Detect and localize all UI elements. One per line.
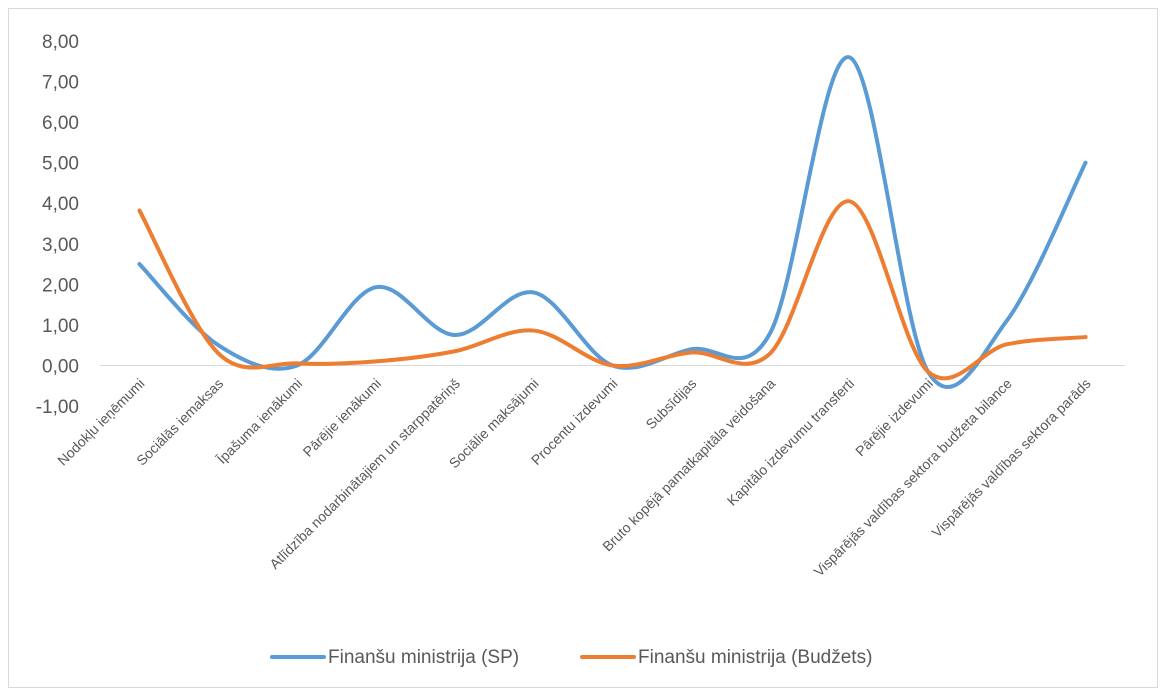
- x-tick-label: Vispārējās valdības sektora parāds: [928, 375, 1093, 540]
- x-tick-label: Īpašuma ienākumi: [214, 375, 306, 467]
- y-tick-label: 4,00: [42, 194, 79, 215]
- x-tick-label: Pārējie izdevumi: [852, 375, 936, 459]
- y-tick-label: 5,00: [42, 154, 79, 175]
- y-tick-label: 1,00: [42, 316, 79, 337]
- x-tick-label: Subsīdijas: [642, 375, 699, 432]
- y-tick-label: 2,00: [42, 275, 79, 296]
- y-tick-label: 0,00: [42, 356, 79, 377]
- x-tick-label: Nodokļu ieņēmumi: [54, 375, 147, 468]
- series-line-1: [137, 55, 1088, 389]
- x-tick-label: Pārējie ienākumi: [300, 375, 384, 459]
- x-tick-label: Sociālās iemaksas: [133, 375, 226, 468]
- legend-label: Finanšu ministrija (Budžets): [638, 647, 872, 668]
- y-tick-label: 6,00: [42, 113, 79, 134]
- legend-label: Finanšu ministrija (SP): [328, 647, 519, 668]
- y-tick-label: 7,00: [42, 73, 79, 94]
- x-tick-label: Bruto kopējā pamatkapitāla veidošana: [599, 375, 778, 554]
- chart-frame: [8, 8, 1158, 688]
- y-tick-label: -1,00: [36, 397, 79, 418]
- y-axis-ticks: -1,00 0,00 1,00 2,00 3,00 4,00 5,00 6,00 7,00 8,0…: [36, 32, 79, 418]
- y-tick-label: 3,00: [42, 235, 79, 256]
- y-tick-label: 8,00: [42, 32, 79, 53]
- series-line-2: [137, 199, 1088, 381]
- x-tick-label: Procentu izdevumi: [528, 375, 621, 468]
- legend: Finanšu ministrija (SP) Finanšu ministrij…: [270, 647, 872, 668]
- x-tick-label: Kapitālo izdevumu transferti: [724, 375, 857, 508]
- series-lines: [137, 55, 1088, 389]
